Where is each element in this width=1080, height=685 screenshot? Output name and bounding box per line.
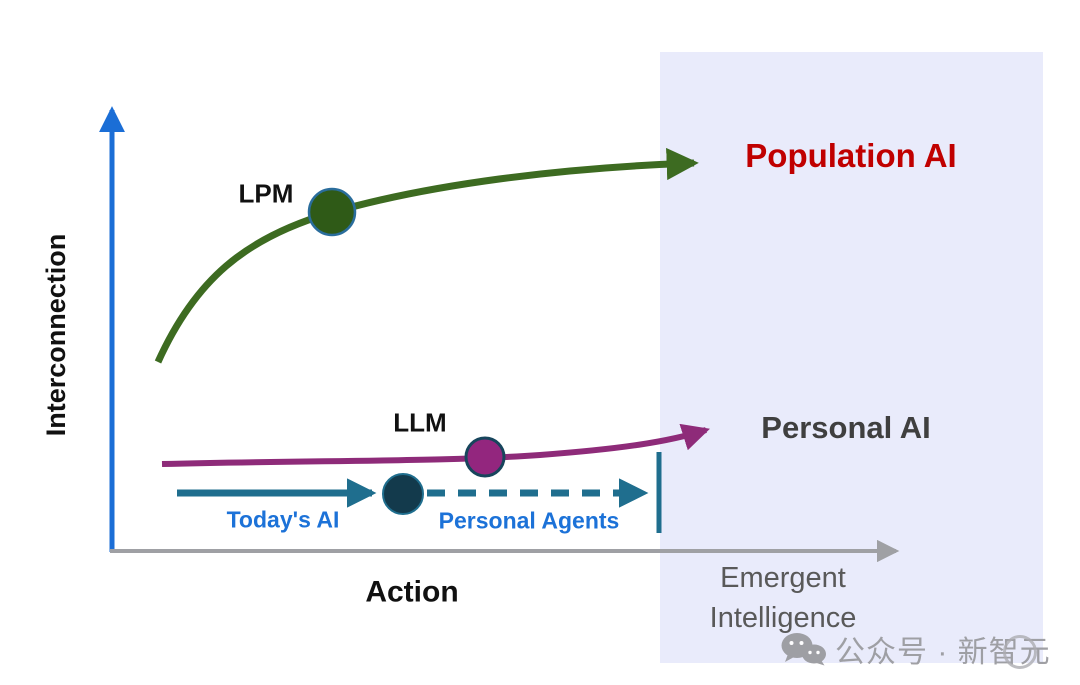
emergent-intelligence-region (660, 52, 1043, 663)
emergent-intelligence-line2: Intelligence (709, 602, 857, 634)
timeline-node-dot (382, 473, 424, 515)
population-ai-label: Population AI (745, 136, 957, 174)
lpm-milestone-label: LPM (238, 178, 294, 209)
watermark-text: 公众号 · 新智元 (835, 636, 1051, 669)
lpm-milestone-dot (307, 187, 357, 237)
y-axis-label: Interconnection (41, 233, 72, 437)
wechat-icon (781, 633, 826, 666)
emergent-intelligence-label: Emergent Intelligence (653, 558, 913, 638)
todays-ai-label: Today's AI (226, 506, 340, 533)
personal-agents-label: Personal Agents (438, 507, 620, 534)
x-axis-label: Action (365, 575, 459, 609)
watermark: 公众号 · 新智元 (781, 630, 1051, 669)
llm-milestone-dot (464, 436, 506, 478)
llm-milestone-label: LLM (393, 407, 447, 438)
personal-ai-label: Personal AI (761, 409, 931, 445)
emergent-intelligence-line1: Emergent (720, 562, 846, 594)
